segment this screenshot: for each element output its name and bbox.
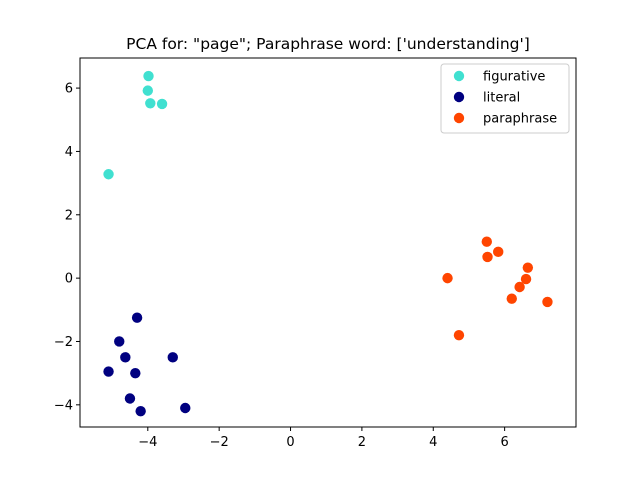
data-point-paraphrase xyxy=(481,236,492,247)
legend-marker-figurative xyxy=(453,70,465,82)
legend-label-paraphrase: paraphrase xyxy=(483,112,557,127)
data-point-literal xyxy=(131,312,143,323)
data-point-paraphrase xyxy=(514,281,525,293)
legend-marker-literal xyxy=(453,91,465,103)
data-point-figurative xyxy=(156,98,168,110)
data-point-literal xyxy=(167,352,178,363)
y-tick-label: −2 xyxy=(54,335,73,350)
data-point-paraphrase xyxy=(520,273,532,285)
x-tick-label: −2 xyxy=(210,435,229,450)
x-tick-label: 2 xyxy=(358,435,366,450)
y-tick-label: 4 xyxy=(65,145,73,160)
data-point-literal xyxy=(120,352,131,363)
y-tick-label: 2 xyxy=(65,208,73,223)
data-point-paraphrase xyxy=(542,296,553,308)
data-point-figurative xyxy=(143,70,154,82)
data-point-paraphrase xyxy=(506,293,517,304)
y-tick-label: 0 xyxy=(65,272,73,287)
data-point-paraphrase xyxy=(442,272,453,284)
data-point-literal xyxy=(130,367,141,379)
legend-label-figurative: figurative xyxy=(483,70,545,85)
legend-box xyxy=(440,63,570,134)
data-point-literal xyxy=(180,402,191,414)
x-tick-label: −4 xyxy=(138,435,157,450)
data-points xyxy=(103,70,553,417)
x-axis: −4 −2 0 2 4 6 xyxy=(138,427,509,450)
legend-marker-paraphrase xyxy=(453,112,465,124)
legend-label-literal: literal xyxy=(483,91,520,106)
chart-title: PCA for: "page"; Paraphrase word: ['unde… xyxy=(126,35,530,53)
data-point-paraphrase xyxy=(482,251,493,263)
data-point-literal xyxy=(114,336,125,347)
y-axis: −4 −2 0 2 4 6 xyxy=(54,82,80,413)
x-tick-label: 4 xyxy=(429,435,437,450)
x-tick-label: 0 xyxy=(286,435,294,450)
data-point-literal xyxy=(135,405,146,417)
data-point-figurative xyxy=(142,85,153,96)
data-point-paraphrase xyxy=(522,262,534,273)
legend: figurative literal paraphrase xyxy=(440,63,570,134)
x-tick-label: 6 xyxy=(500,435,508,450)
y-tick-label: −4 xyxy=(54,398,73,413)
data-point-literal xyxy=(124,393,136,404)
plot-frame xyxy=(79,57,577,428)
data-point-literal xyxy=(103,366,114,377)
data-point-figurative xyxy=(103,169,114,180)
data-point-figurative xyxy=(145,98,156,109)
data-point-paraphrase xyxy=(493,246,504,258)
data-point-paraphrase xyxy=(453,329,465,341)
y-tick-label: 6 xyxy=(65,82,73,97)
